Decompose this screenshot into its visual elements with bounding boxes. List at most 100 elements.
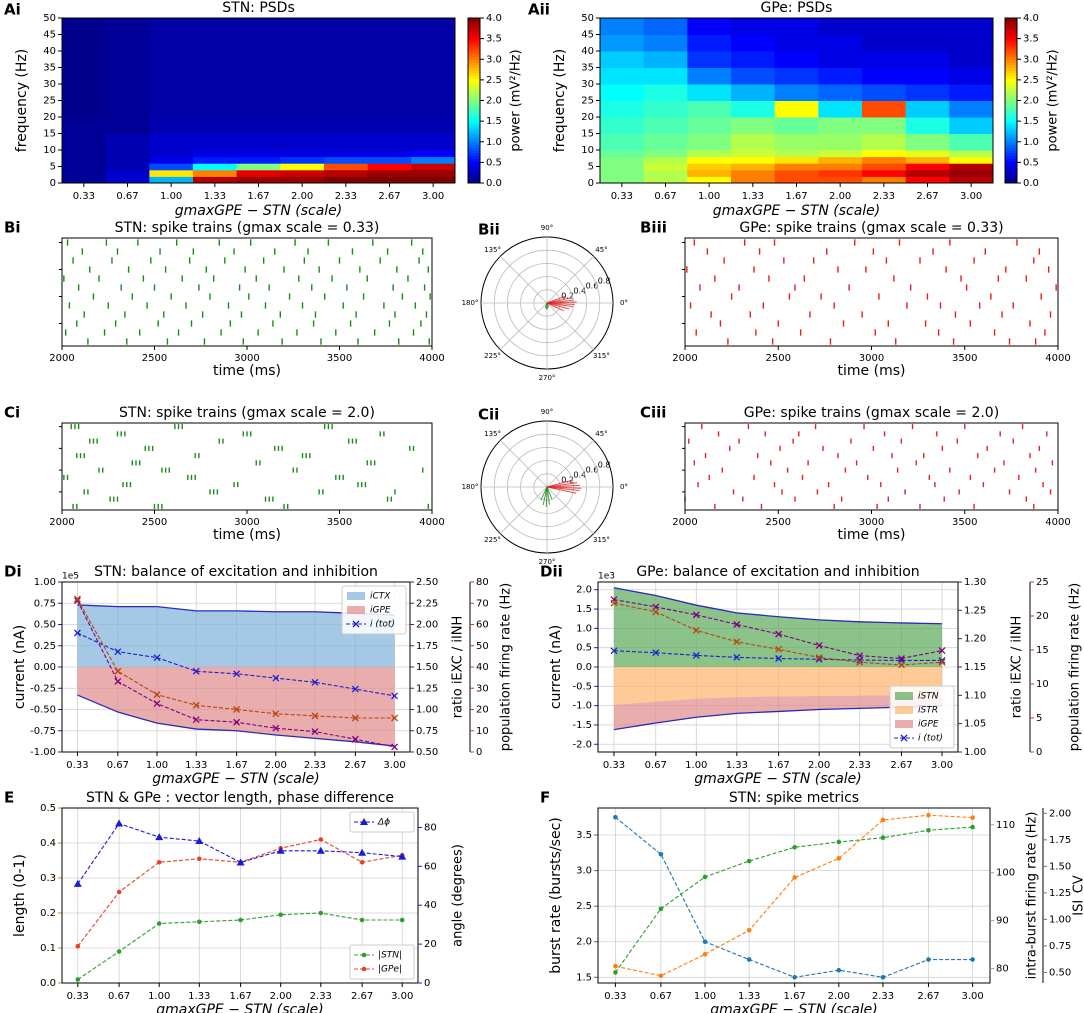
colorbar-step (1005, 18, 1017, 22)
axis-label: current (nA) (548, 625, 564, 709)
colorbar-step (468, 20, 480, 24)
heatmap-cell (818, 117, 863, 134)
legend-box (349, 811, 415, 833)
marker (775, 655, 783, 662)
marker (613, 970, 618, 975)
y-tick-label: 80 (424, 822, 437, 833)
heatmap-cell (367, 100, 412, 118)
heatmap-cell (905, 51, 950, 68)
marker (233, 670, 241, 678)
heatmap-cell (236, 100, 281, 118)
y-tick-label: 40 (424, 900, 437, 911)
panel-label: Ci (4, 404, 20, 422)
y-tick-label: 0.4 (40, 838, 56, 849)
heatmap-cell (600, 163, 645, 171)
heatmap-cell (774, 163, 819, 171)
heatmap-cell (774, 156, 819, 164)
y-tick-label: -1.00 (30, 747, 56, 758)
heatmap-cell (905, 117, 950, 134)
marker (900, 734, 908, 742)
axis-label: ratio iEXC / iINH (1010, 616, 1025, 719)
colorbar-step (1005, 152, 1017, 156)
marker (351, 735, 359, 743)
colorbar-step (1005, 103, 1017, 107)
marker (610, 599, 618, 607)
marker (970, 815, 975, 820)
heatmap-cell (149, 163, 194, 171)
x-tick-label: 2000 (49, 353, 74, 364)
panel-label: Di (4, 563, 22, 581)
heatmap-cell (149, 176, 194, 184)
heatmap-cell (643, 150, 688, 158)
heatmap-cell (411, 100, 456, 118)
x-tick-label: 2500 (142, 517, 167, 528)
y-tick-label: 10 (581, 145, 594, 156)
y-tick-label: 25 (581, 96, 594, 107)
y-tick-label: 50 (476, 641, 489, 652)
x-tick-label: 4000 (419, 517, 444, 528)
area-edge (613, 587, 943, 625)
heatmap-cell (905, 176, 950, 184)
marker (153, 654, 161, 662)
heatmap-cell (367, 169, 412, 177)
marker (351, 685, 359, 693)
heatmap-cell (862, 67, 907, 85)
heatmap-cell (862, 100, 907, 118)
y-tick-label: 15 (43, 129, 56, 140)
marker (856, 658, 864, 666)
y-tick-label: 2.5 (486, 75, 502, 86)
y-tick-label: 5 (588, 162, 594, 173)
plot-frame (61, 807, 419, 984)
marker (970, 957, 975, 962)
colorbar-step (1005, 133, 1017, 137)
heatmap-cell (818, 18, 863, 35)
y-tick-label: -2.0 (572, 739, 592, 750)
y-tick-label: 0.5 (486, 157, 502, 168)
heatmap-cell (280, 163, 325, 171)
x-tick-label: 2.00 (829, 191, 851, 202)
heatmap-cell (949, 67, 994, 85)
colorbar-step (1005, 45, 1017, 49)
plot-frame (684, 422, 1059, 511)
y-tick-label: 2.00 (1049, 808, 1071, 819)
y-tick-label: 15 (581, 129, 594, 140)
legend-label: i (tot) (370, 620, 395, 630)
heatmap-cell (62, 169, 107, 177)
colorbar-step (468, 108, 480, 112)
heatmap-cell (687, 84, 732, 101)
heatmap-cell (367, 67, 412, 85)
colorbar-step (1005, 67, 1017, 71)
heatmap-cell (731, 84, 776, 101)
heatmap-cell (324, 156, 369, 164)
marker (196, 919, 202, 925)
r-tick-label: 0.4 (573, 286, 586, 295)
colorbar-step (468, 70, 480, 74)
y-tick-label: 110 (996, 820, 1015, 831)
heatmap-cell (149, 67, 194, 85)
marker (613, 814, 618, 820)
line (615, 814, 973, 977)
heatmap-cell (324, 100, 369, 118)
heatmap-cell (62, 84, 107, 101)
heatmap-cell (687, 176, 732, 184)
colorbar-step (1005, 86, 1017, 90)
x-tick-label: 1.33 (726, 760, 748, 771)
heatmap-cell (905, 133, 950, 151)
heatmap-cell (774, 169, 819, 177)
x-tick-label: 2.00 (265, 760, 287, 771)
colorbar-step (468, 147, 480, 151)
panel-label: Dii (540, 563, 563, 581)
marker (391, 692, 399, 700)
marker (836, 839, 842, 845)
polar-spoke (546, 256, 594, 304)
x-tick-label: 3000 (859, 353, 884, 364)
colorbar-step (1005, 150, 1017, 154)
heatmap-cell (731, 163, 776, 171)
heatmap-cell (280, 84, 325, 101)
heatmap-cell (643, 34, 688, 52)
heatmap-cell (105, 150, 150, 158)
y-tick-label: 2.5 (1023, 75, 1039, 86)
y-tick-label: 80 (476, 577, 489, 588)
marker (702, 874, 708, 880)
heatmap-cell (905, 169, 950, 177)
